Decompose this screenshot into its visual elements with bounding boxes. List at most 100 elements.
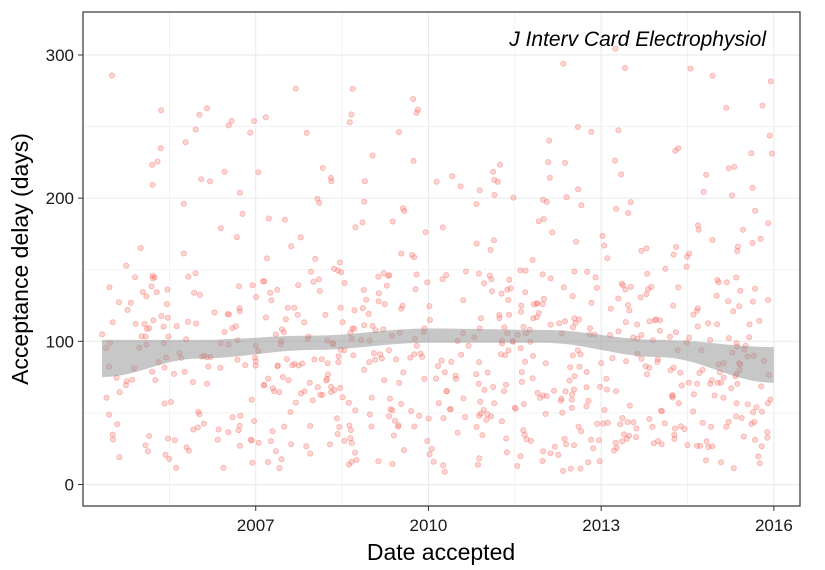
data-point: [359, 305, 366, 312]
data-point: [164, 435, 171, 442]
data-point: [458, 351, 465, 358]
data-point: [400, 369, 407, 376]
data-point: [503, 435, 510, 442]
data-point: [252, 362, 259, 369]
data-point: [345, 461, 352, 468]
data-point: [334, 267, 341, 274]
data-point: [634, 321, 641, 328]
data-point: [658, 408, 665, 415]
data-point: [569, 391, 576, 398]
data-point: [407, 354, 414, 361]
data-point: [312, 255, 319, 262]
data-point: [432, 375, 439, 382]
data-point: [490, 237, 497, 244]
data-point: [752, 436, 759, 443]
data-point: [336, 259, 343, 266]
data-point: [768, 150, 775, 157]
data-point: [672, 329, 679, 336]
data-point: [734, 247, 741, 254]
data-point: [592, 274, 599, 281]
data-point: [132, 320, 139, 327]
data-point: [583, 368, 590, 375]
data-point: [220, 464, 227, 471]
data-point: [281, 216, 288, 223]
data-point: [700, 188, 707, 195]
data-point: [363, 296, 370, 303]
data-point: [613, 388, 620, 395]
data-point: [626, 402, 633, 409]
data-point: [649, 423, 656, 430]
data-point: [529, 256, 536, 263]
data-point: [759, 408, 766, 415]
data-point: [503, 449, 510, 456]
data-point: [713, 292, 720, 299]
data-point: [399, 205, 406, 212]
data-point: [473, 423, 480, 430]
data-point: [703, 438, 710, 445]
data-point: [598, 360, 605, 367]
data-point: [351, 307, 358, 314]
data-point: [170, 370, 177, 377]
data-point: [328, 388, 335, 395]
data-point: [157, 145, 164, 152]
data-point: [733, 400, 740, 407]
data-point: [686, 334, 693, 341]
data-point: [750, 409, 757, 416]
data-point: [319, 164, 326, 171]
data-point: [152, 377, 159, 384]
confidence-band: [102, 328, 774, 383]
data-point: [753, 404, 760, 411]
data-point: [646, 318, 653, 325]
data-point: [693, 307, 700, 314]
data-point: [725, 335, 732, 342]
data-point: [236, 189, 243, 196]
data-point: [225, 122, 232, 129]
data-point: [707, 336, 714, 343]
data-point: [574, 124, 581, 131]
data-point: [137, 244, 144, 251]
data-point: [251, 417, 258, 424]
data-point: [484, 369, 491, 376]
data-point: [196, 291, 203, 298]
data-point: [198, 176, 205, 183]
data-point: [428, 445, 435, 452]
data-point: [262, 114, 269, 121]
data-point: [232, 323, 239, 330]
data-point: [346, 119, 353, 126]
data-point: [443, 272, 450, 279]
data-point: [380, 270, 387, 277]
data-point: [141, 320, 148, 327]
data-point: [413, 271, 420, 278]
data-point: [419, 353, 426, 360]
data-point: [341, 279, 348, 286]
data-point: [546, 174, 553, 181]
data-point: [613, 205, 620, 212]
data-point: [99, 331, 106, 338]
data-point: [730, 308, 737, 315]
data-point: [555, 451, 562, 458]
data-point: [217, 364, 224, 371]
data-point: [265, 215, 272, 222]
data-point: [366, 411, 373, 418]
data-point: [106, 284, 113, 291]
data-point: [651, 317, 658, 324]
data-point: [328, 178, 335, 185]
data-point: [703, 171, 710, 178]
data-point: [439, 276, 446, 283]
data-point: [361, 366, 368, 373]
data-point: [368, 394, 375, 401]
data-point: [184, 318, 191, 325]
data-point: [633, 434, 640, 441]
data-point: [251, 118, 258, 125]
data-point: [341, 437, 348, 444]
data-point: [430, 458, 437, 465]
data-point: [569, 352, 576, 359]
data-point: [474, 461, 481, 468]
data-point: [399, 302, 406, 309]
data-point: [477, 315, 484, 322]
data-point: [697, 442, 704, 449]
data-point: [496, 311, 503, 318]
data-point: [291, 360, 298, 367]
data-point: [604, 419, 611, 426]
data-point: [561, 435, 568, 442]
